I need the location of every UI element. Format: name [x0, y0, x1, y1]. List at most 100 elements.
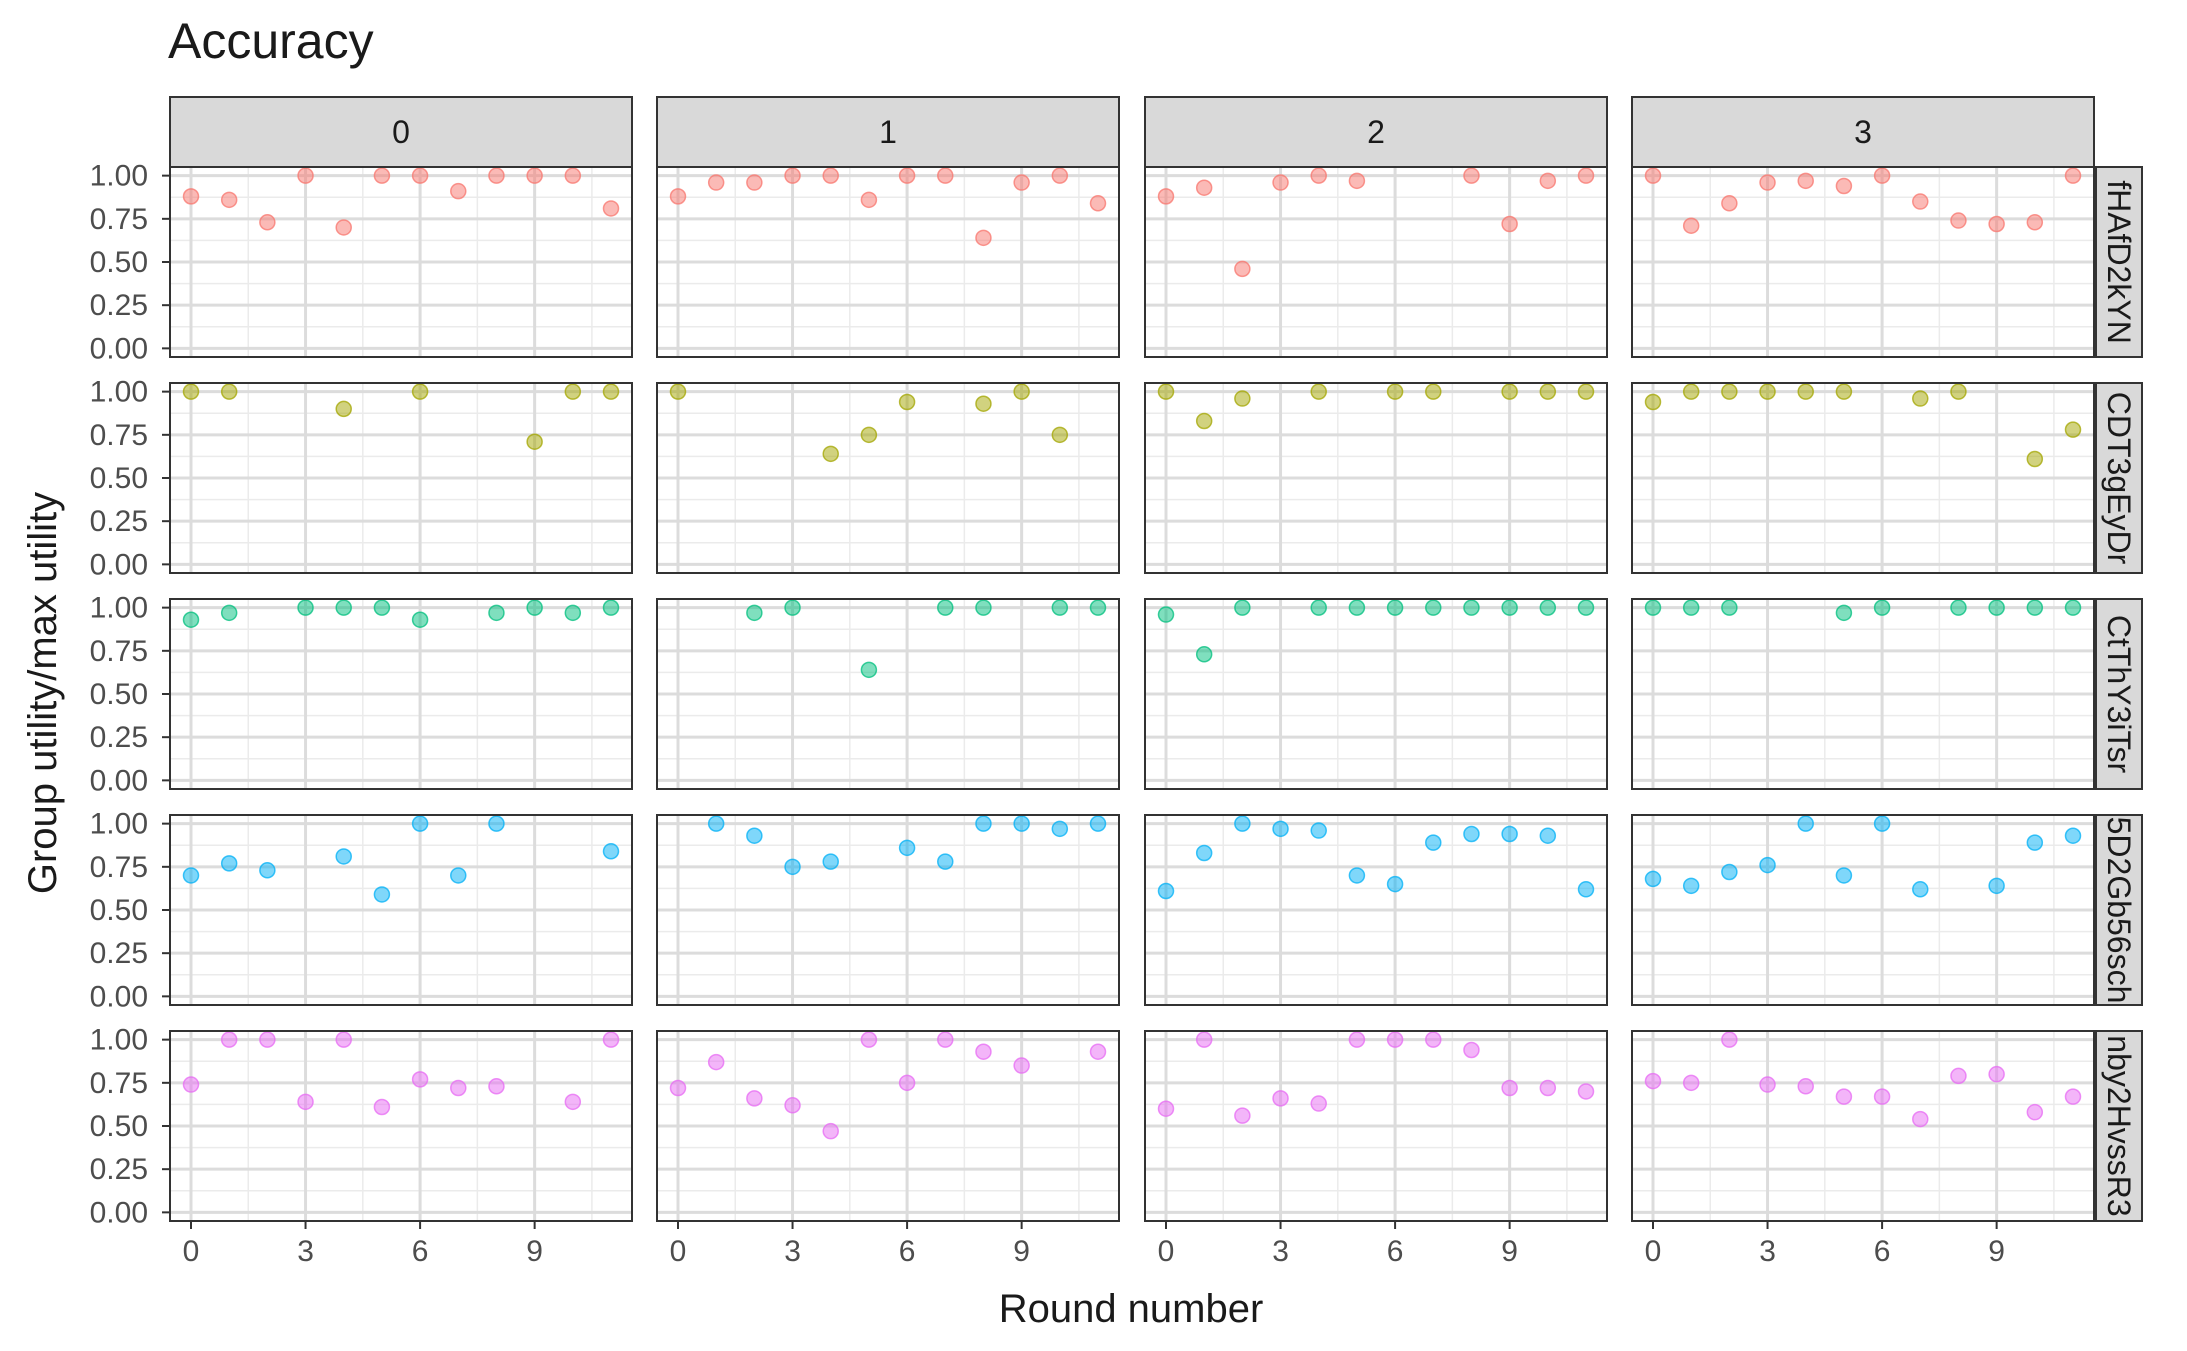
x-tick-label: 3 [297, 1235, 314, 1268]
data-point [1157, 606, 1175, 623]
data-point [450, 867, 467, 884]
row-strip-label-2: CtThY3iTsr [2101, 615, 2137, 774]
data-point [1721, 1031, 1738, 1048]
data-point [707, 174, 725, 191]
data-point [1013, 383, 1030, 400]
y-tick-label: 0.25 [90, 1153, 148, 1186]
data-point [1988, 877, 2005, 895]
data-point [669, 188, 687, 205]
data-point [411, 1071, 429, 1088]
data-point [1950, 383, 1967, 400]
data-point [450, 1079, 467, 1097]
data-point [488, 815, 505, 832]
panel-border [656, 814, 1120, 1006]
y-tick-label: 0.00 [90, 548, 148, 581]
col-strip-3 [1631, 96, 2095, 168]
panel-border [1631, 814, 2095, 1006]
data-point [2026, 214, 2044, 231]
panel-border [656, 382, 1120, 574]
data-point [1644, 167, 1662, 184]
row-strip-label-1: CDT3gEyDr [2101, 392, 2137, 565]
data-point [898, 839, 916, 857]
data-point [1013, 174, 1030, 191]
panel-border [1631, 1030, 2095, 1222]
y-tick-label: 0.25 [90, 937, 148, 970]
data-point [1682, 599, 1700, 616]
col-strip-0 [169, 96, 633, 168]
data-point [860, 426, 878, 444]
data-point [259, 214, 276, 231]
data-point [1644, 599, 1662, 616]
data-point [220, 604, 238, 622]
data-point [564, 1093, 582, 1111]
data-point [1577, 167, 1595, 184]
data-point [1835, 1088, 1853, 1105]
data-point [1759, 856, 1776, 874]
panel-border [1631, 598, 2095, 790]
data-point [488, 167, 505, 184]
data-point [1644, 393, 1662, 411]
panel-border [169, 166, 633, 358]
row-strip-4 [2095, 1030, 2143, 1222]
data-point [450, 182, 467, 200]
data-point [1463, 167, 1480, 184]
data-point [898, 167, 916, 184]
x-tick-label: 6 [1387, 1235, 1404, 1268]
data-point [822, 445, 839, 463]
data-point [1348, 172, 1366, 190]
data-point [1950, 1067, 1967, 1085]
y-tick-label: 1.00 [90, 808, 148, 841]
data-point [1797, 1078, 1814, 1095]
panel-border [1144, 814, 1608, 1006]
panel-border [1144, 166, 1608, 358]
data-point [182, 1076, 200, 1093]
row-strip-label-0: fHAfD2kYN [2101, 180, 2137, 344]
data-point [975, 815, 992, 832]
data-point [1463, 1041, 1480, 1059]
data-point [937, 853, 954, 870]
data-point [1386, 599, 1404, 616]
row-strip-label-4: nby2HvssR3 [2101, 1035, 2137, 1216]
data-point [975, 599, 992, 616]
data-point [707, 1053, 725, 1071]
data-point [1089, 815, 1107, 832]
facet-panels: 0 1 2 3 fHAfD2kYN 0.00 0.25 0.50 0.75 1.00 CDT3gEy… [90, 96, 2143, 1268]
x-tick-label: 3 [1759, 1235, 1776, 1268]
data-point [373, 1098, 391, 1116]
y-tick-label: 0.00 [90, 332, 148, 365]
x-tick-label: 9 [526, 1235, 543, 1268]
data-point [411, 815, 429, 832]
data-point [602, 383, 620, 400]
data-point [1089, 599, 1107, 616]
data-point [1234, 390, 1251, 407]
data-point [373, 599, 391, 616]
data-point [1759, 383, 1776, 400]
data-point [1912, 390, 1929, 407]
data-point [488, 604, 505, 622]
col-strip-label-2: 2 [1367, 114, 1385, 150]
data-point [1797, 383, 1814, 400]
data-point [1682, 383, 1700, 400]
data-point [182, 188, 200, 205]
data-point [1577, 599, 1595, 616]
col-strip-label-3: 3 [1854, 114, 1872, 150]
data-point [2026, 834, 2044, 851]
data-point [526, 167, 543, 184]
data-point [1425, 599, 1442, 616]
y-tick-label: 0.00 [90, 980, 148, 1013]
data-point [1463, 599, 1480, 616]
data-point [1912, 1110, 1929, 1128]
y-tick-label: 0.25 [90, 505, 148, 538]
y-tick-label: 0.75 [90, 851, 148, 884]
y-tick-label: 1.00 [90, 160, 148, 193]
data-point [822, 1122, 839, 1140]
data-point [1310, 822, 1327, 839]
y-tick-label: 0.25 [90, 721, 148, 754]
data-point [1386, 875, 1404, 893]
data-point [411, 611, 429, 628]
data-point [1644, 870, 1662, 888]
y-tick-label: 1.00 [90, 376, 148, 409]
data-point [1835, 604, 1853, 622]
y-tick-label: 0.50 [90, 1110, 148, 1143]
